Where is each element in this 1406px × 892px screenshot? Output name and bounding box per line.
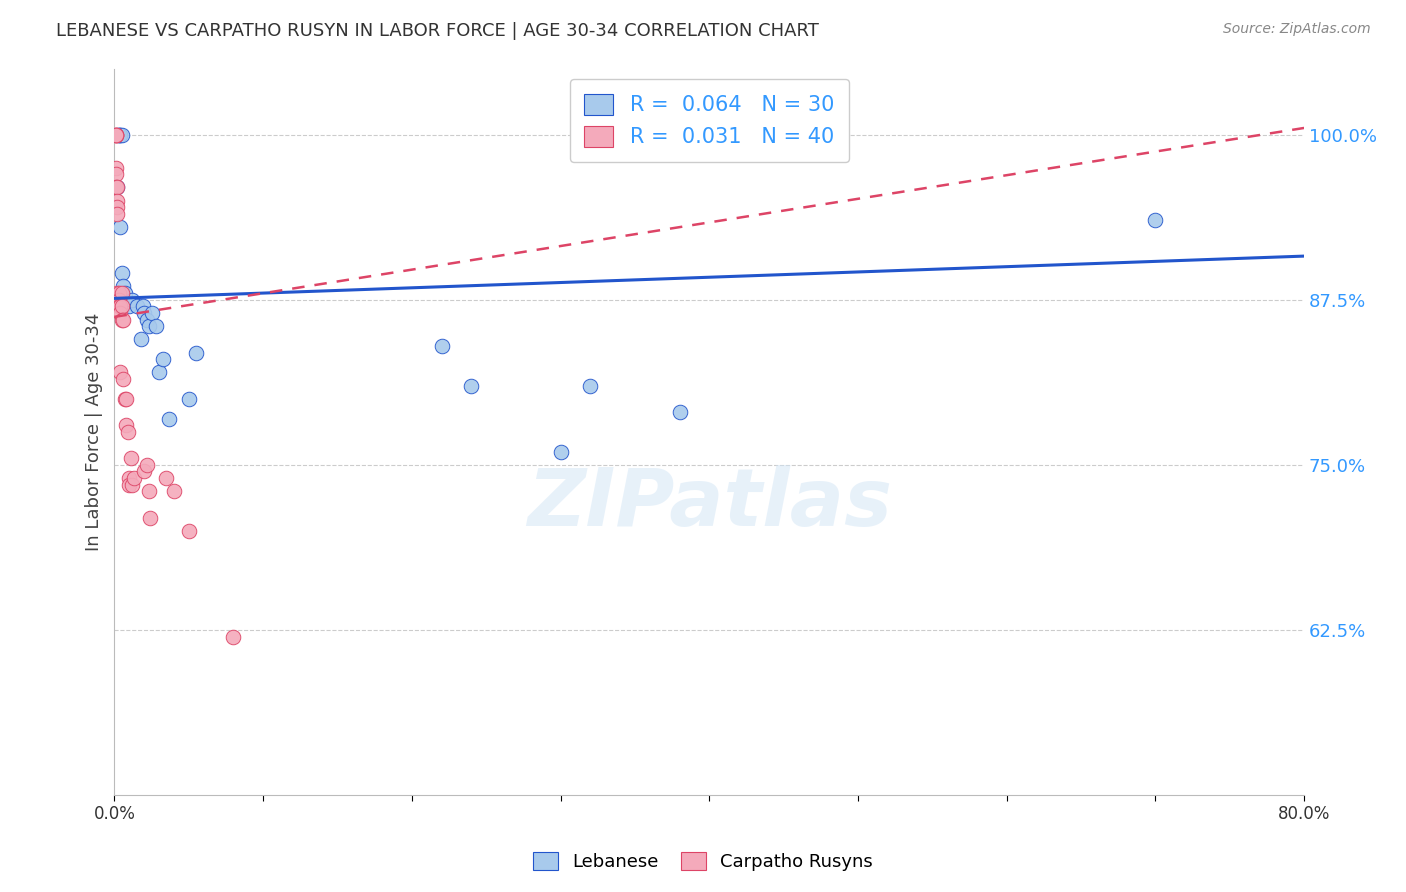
Point <box>108 299 131 313</box>
Point <box>105 286 128 301</box>
Point <box>139 510 162 524</box>
Point <box>112 372 135 386</box>
Point <box>136 312 159 326</box>
Point <box>105 194 128 208</box>
Point <box>111 128 134 142</box>
Point <box>105 180 128 194</box>
Point <box>105 207 128 221</box>
Y-axis label: In Labor Force | Age 30-34: In Labor Force | Age 30-34 <box>86 312 103 551</box>
Point <box>111 266 134 280</box>
Point <box>108 286 131 301</box>
Point <box>186 345 208 359</box>
Point <box>152 352 174 367</box>
Point <box>108 128 131 142</box>
Point <box>125 299 148 313</box>
Point <box>122 471 145 485</box>
Legend: R =  0.064   N = 30, R =  0.031   N = 40: R = 0.064 N = 30, R = 0.031 N = 40 <box>569 78 849 162</box>
Point <box>131 299 153 313</box>
Legend: Lebanese, Carpatho Rusyns: Lebanese, Carpatho Rusyns <box>526 845 880 879</box>
Point <box>104 128 127 142</box>
Point <box>148 365 170 379</box>
Point <box>111 299 134 313</box>
Point <box>550 444 572 458</box>
Point <box>668 405 690 419</box>
Point <box>104 161 127 175</box>
Point <box>112 312 135 326</box>
Point <box>108 293 131 307</box>
Point <box>105 200 128 214</box>
Text: LEBANESE VS CARPATHO RUSYN IN LABOR FORCE | AGE 30-34 CORRELATION CHART: LEBANESE VS CARPATHO RUSYN IN LABOR FORC… <box>56 22 820 40</box>
Point <box>117 425 139 439</box>
Point <box>145 319 167 334</box>
Point <box>222 630 245 644</box>
Point <box>104 128 127 142</box>
Point <box>129 332 152 346</box>
Point <box>104 128 127 142</box>
Point <box>460 378 482 392</box>
Point <box>120 451 142 466</box>
Point <box>115 418 138 433</box>
Point <box>118 477 141 491</box>
Text: ZIPatlas: ZIPatlas <box>527 466 891 543</box>
Point <box>114 392 136 406</box>
Point <box>159 411 181 425</box>
Point <box>136 458 159 472</box>
Point <box>177 392 200 406</box>
Point <box>108 128 131 142</box>
Text: Source: ZipAtlas.com: Source: ZipAtlas.com <box>1223 22 1371 37</box>
Point <box>105 180 128 194</box>
Point <box>177 524 200 538</box>
Point <box>104 167 127 181</box>
Point <box>138 319 160 334</box>
Point <box>141 306 163 320</box>
Point <box>114 286 136 301</box>
Point <box>1144 213 1167 227</box>
Point <box>579 378 602 392</box>
Point <box>163 484 186 499</box>
Point <box>118 299 141 313</box>
Point <box>430 339 453 353</box>
Point <box>134 464 156 478</box>
Point <box>104 128 127 142</box>
Point <box>121 477 143 491</box>
Point <box>110 299 132 313</box>
Point <box>115 392 138 406</box>
Point <box>138 484 160 499</box>
Point <box>118 471 141 485</box>
Point <box>134 306 156 320</box>
Point <box>112 279 135 293</box>
Point <box>104 180 127 194</box>
Point <box>110 220 132 235</box>
Point <box>110 365 132 379</box>
Point <box>110 306 132 320</box>
Point <box>110 128 132 142</box>
Point <box>155 471 177 485</box>
Point <box>111 312 134 326</box>
Point <box>111 286 134 301</box>
Point <box>121 293 143 307</box>
